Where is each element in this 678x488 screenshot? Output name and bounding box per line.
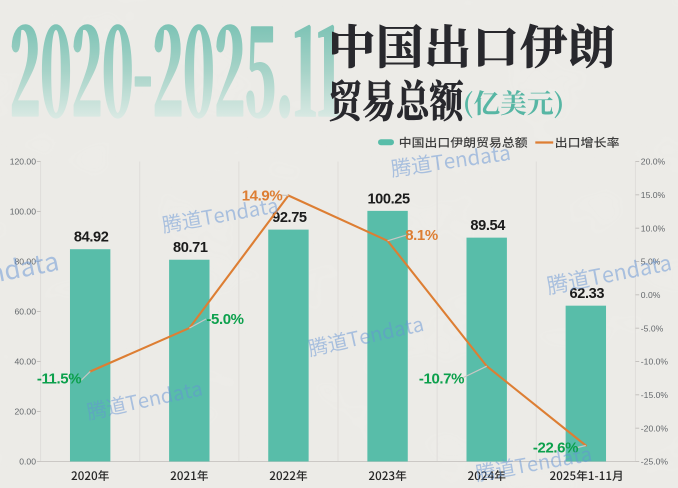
svg-text:0.00: 0.00 [19,457,36,467]
svg-text:-11.5%: -11.5% [37,371,81,388]
svg-text:-22.6%: -22.6% [533,440,578,457]
svg-text:-20.0%: -20.0% [641,423,669,433]
svg-text:-5.0%: -5.0% [641,323,664,333]
svg-text:8.1%: 8.1% [405,227,438,244]
svg-text:-15.0%: -15.0% [641,390,669,400]
svg-text:40.00: 40.00 [14,357,36,367]
svg-text:-10.7%: -10.7% [419,371,464,388]
svg-text:100.25: 100.25 [367,191,410,207]
svg-text:89.54: 89.54 [470,218,506,234]
svg-text:-25.0%: -25.0% [641,457,669,467]
svg-text:10.0%: 10.0% [641,223,666,233]
svg-text:0.0%: 0.0% [641,290,661,300]
svg-text:60.00: 60.00 [14,307,36,317]
svg-text:-10.0%: -10.0% [641,357,669,367]
svg-text:120.00: 120.00 [10,157,37,167]
svg-text:14.9%: 14.9% [242,188,283,205]
svg-text:5.0%: 5.0% [641,257,661,267]
svg-text:20.00: 20.00 [14,407,36,417]
svg-text:20.0%: 20.0% [641,157,666,167]
svg-text:62.33: 62.33 [570,286,605,302]
svg-text:-5.0%: -5.0% [206,311,243,328]
svg-text:100.00: 100.00 [10,207,37,217]
svg-text:80.00: 80.00 [14,257,36,267]
svg-text:92.75: 92.75 [272,210,307,226]
svg-text:84.92: 84.92 [74,230,109,246]
svg-text:80.71: 80.71 [173,240,208,256]
svg-text:15.0%: 15.0% [641,190,666,200]
